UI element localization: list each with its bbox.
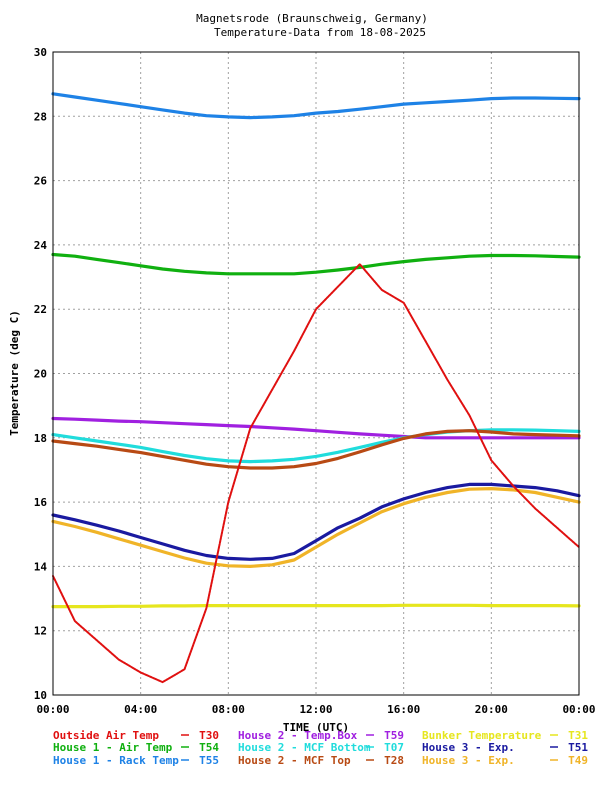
legend: Outside Air Temp T30 House 2 - Temp.Box T59… <box>53 729 588 767</box>
y-axis-ticks: 10 12 14 16 18 20 22 24 26 28 30 <box>34 46 48 702</box>
legend-name: House 2 - MCF Bottom <box>238 741 371 754</box>
y-tick-label: 28 <box>34 110 47 123</box>
y-tick-label: 14 <box>34 560 48 573</box>
series-line-t59 <box>51 416 581 440</box>
series-line-t30 <box>52 263 580 684</box>
x-tick-label: 00:00 <box>562 703 595 716</box>
legend-name: Bunker Temperature <box>422 729 542 742</box>
legend-code: T51 <box>568 741 588 754</box>
y-tick-label: 20 <box>34 368 47 381</box>
x-tick-label: 04:00 <box>124 703 157 716</box>
plot-frame <box>52 51 580 696</box>
legend-entry-t07: House 2 - MCF Bottom T07 <box>238 741 404 754</box>
x-tick-label: 08:00 <box>212 703 245 716</box>
legend-code: T55 <box>199 754 219 767</box>
x-tick-label: 20:00 <box>475 703 508 716</box>
y-tick-label: 26 <box>34 175 48 188</box>
series-line-t55 <box>51 92 581 120</box>
data-series <box>51 92 581 684</box>
legend-name: House 1 - Rack Temp <box>53 754 179 767</box>
y-tick-label: 18 <box>34 432 47 445</box>
legend-code: T30 <box>199 729 219 742</box>
legend-code: T59 <box>384 729 404 742</box>
legend-name: House 3 - Exp. <box>422 741 515 754</box>
legend-entry-t31: Bunker Temperature T31 <box>422 729 588 742</box>
y-tick-label: 24 <box>34 239 48 252</box>
x-axis-label: TIME (UTC) <box>283 721 349 734</box>
chart-subtitle: Temperature-Data from 18-08-2025 <box>214 26 426 39</box>
chart-title: Magnetsrode (Braunschweig, Germany) <box>196 12 428 25</box>
legend-entry-t30: Outside Air Temp T30 <box>53 729 219 742</box>
x-tick-label: 12:00 <box>299 703 332 716</box>
series-line-t28 <box>51 429 581 470</box>
y-tick-label: 30 <box>34 46 47 59</box>
y-axis-label: Temperature (deg C) <box>8 310 21 436</box>
legend-entry-t49: House 3 - Exp. T49 <box>422 754 588 767</box>
y-tick-label: 16 <box>34 496 48 509</box>
legend-code: T49 <box>568 754 588 767</box>
y-tick-label: 12 <box>34 625 47 638</box>
y-tick-label: 22 <box>34 303 47 316</box>
legend-name: House 2 - MCF Top <box>238 754 351 767</box>
legend-name: Outside Air Temp <box>53 729 159 742</box>
legend-entry-t54: House 1 - Air Temp T54 <box>53 741 219 754</box>
x-tick-label: 16:00 <box>387 703 420 716</box>
legend-name: House 3 - Exp. <box>422 754 515 767</box>
legend-name: House 1 - Air Temp <box>53 741 173 754</box>
x-tick-label: 00:00 <box>36 703 69 716</box>
y-tick-label: 10 <box>34 689 47 702</box>
series-line-t49 <box>51 487 581 569</box>
legend-entry-t28: House 2 - MCF Top T28 <box>238 754 404 767</box>
series-line-t51 <box>51 482 581 561</box>
legend-code: T07 <box>384 741 404 754</box>
x-axis-ticks: 00:00 04:00 08:00 12:00 16:00 20:00 00:00 <box>36 703 595 716</box>
legend-code: T31 <box>568 729 588 742</box>
legend-name: House 2 - Temp.Box <box>238 729 358 742</box>
legend-entry-t59: House 2 - Temp.Box T59 <box>238 729 404 742</box>
series-line-t07 <box>51 428 581 464</box>
series-line-t54 <box>51 252 581 276</box>
legend-entry-t51: House 3 - Exp. T51 <box>422 741 588 754</box>
grid-lines <box>53 52 579 695</box>
legend-code: T54 <box>199 741 219 754</box>
legend-entry-t55: House 1 - Rack Temp T55 <box>53 754 219 767</box>
legend-code: T28 <box>384 754 404 767</box>
series-line-t31 <box>51 603 581 609</box>
